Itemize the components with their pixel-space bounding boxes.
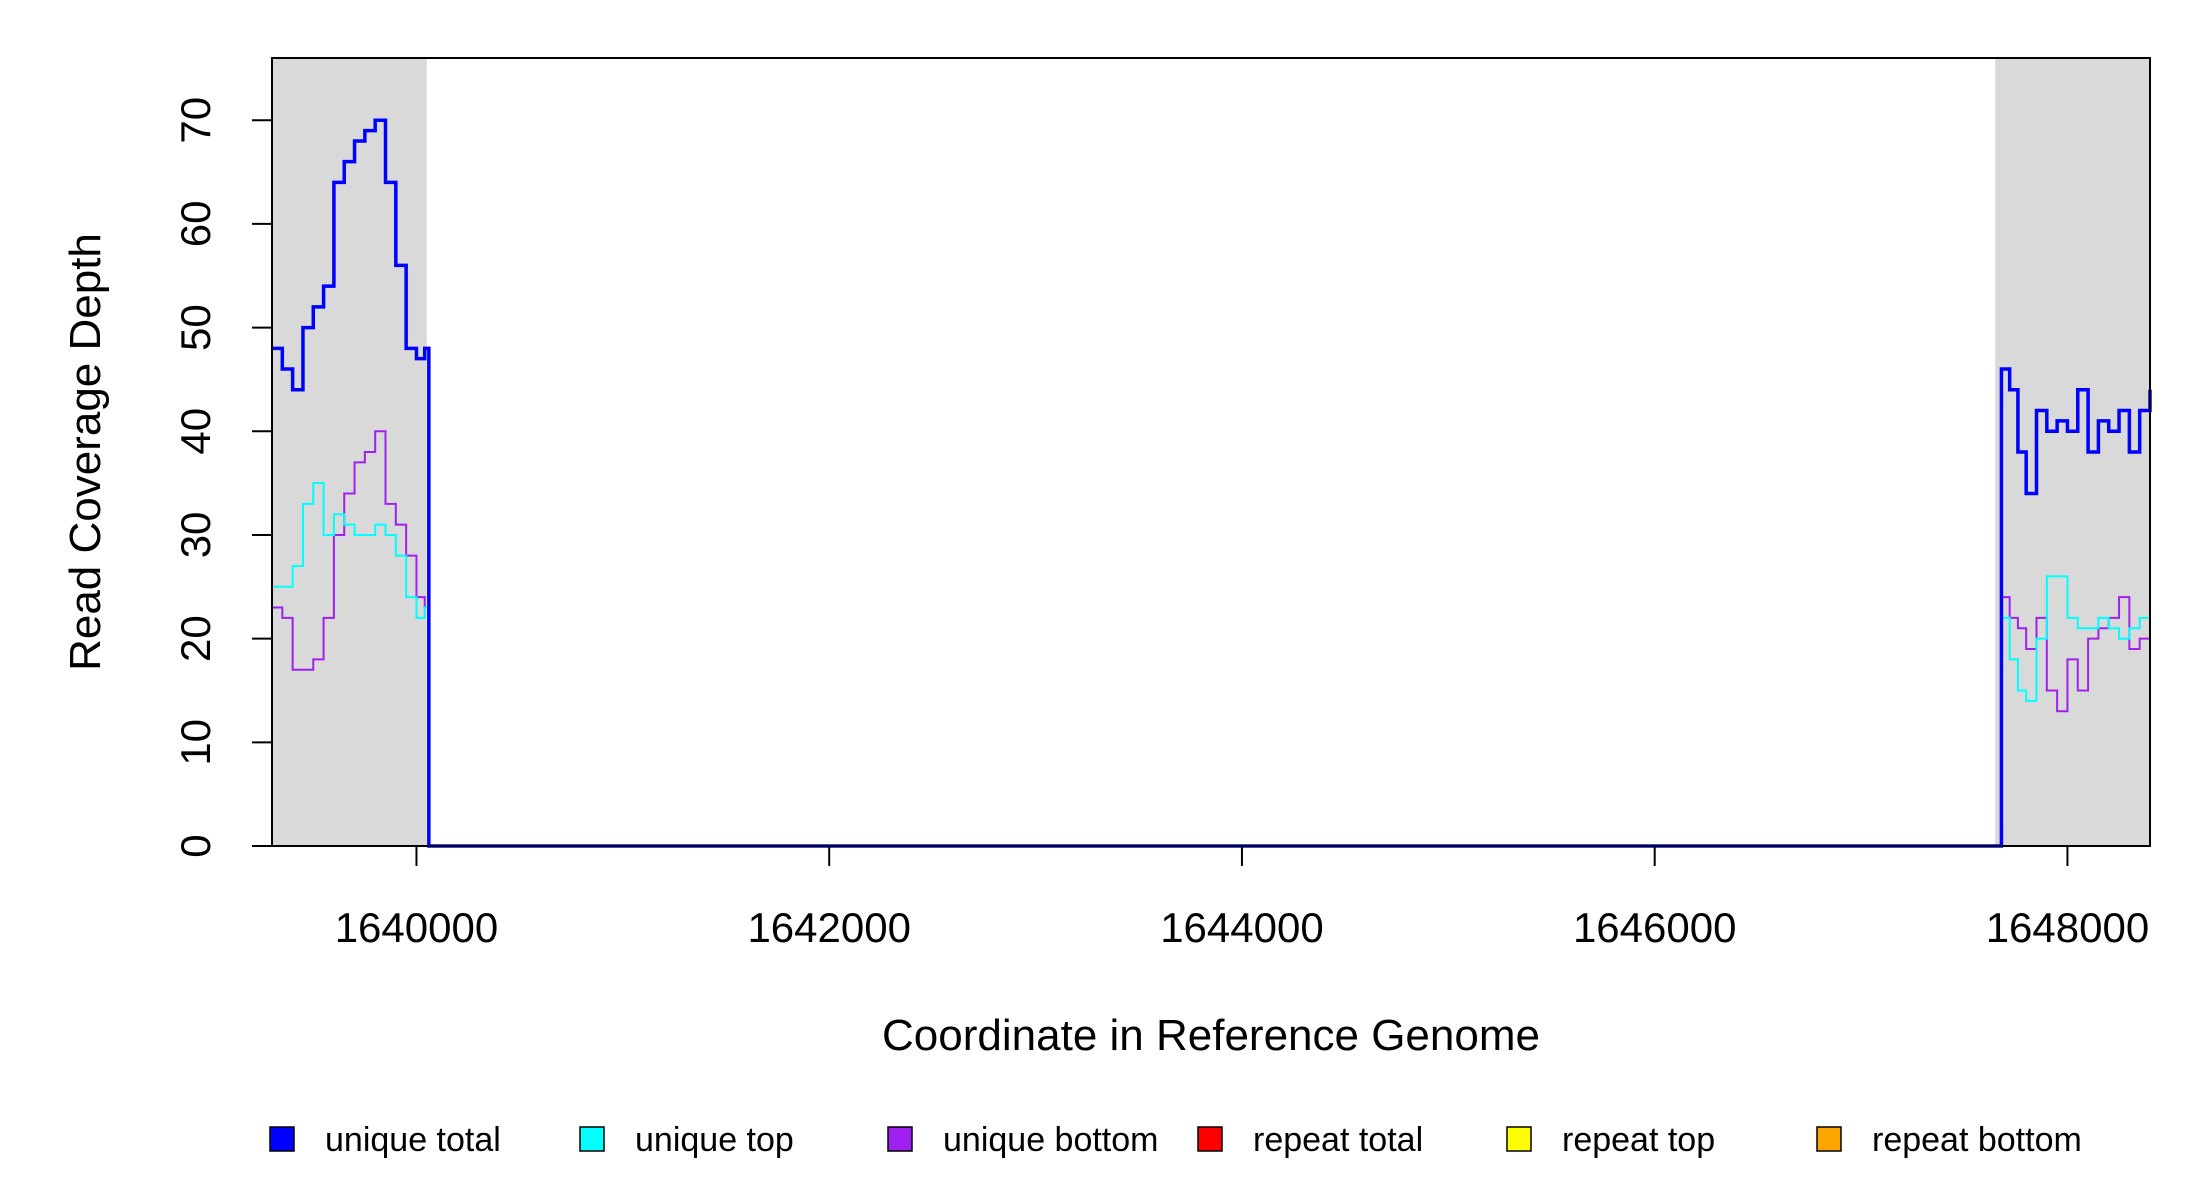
x-tick-label: 1644000: [1160, 904, 1324, 951]
legend-label: repeat total: [1253, 1121, 1423, 1159]
y-tick-label: 0: [172, 834, 219, 857]
y-tick-label: 70: [172, 97, 219, 144]
legend-label: unique bottom: [943, 1121, 1159, 1159]
y-tick-label: 30: [172, 512, 219, 559]
shaded-regions: [272, 58, 2150, 846]
series-lines: [272, 118, 2152, 848]
x-axis: 1640000 1642000 1644000 1646000 1648000: [335, 845, 2150, 951]
y-tick-label: 20: [172, 615, 219, 662]
legend-label: unique total: [325, 1121, 501, 1159]
legend: unique total unique top unique bottom repea…: [269, 1121, 2082, 1159]
legend-label: unique top: [635, 1121, 794, 1159]
legend-swatch: [579, 1126, 605, 1152]
y-tick-label: 10: [172, 719, 219, 766]
series-line-unique-bottom: [272, 430, 2151, 847]
legend-swatch: [1506, 1126, 1532, 1152]
x-tick-label: 1642000: [747, 904, 911, 951]
y-axis-title: Read Coverage Depth: [61, 233, 110, 671]
x-tick-label: 1646000: [1573, 904, 1737, 951]
legend-swatch: [1816, 1126, 1842, 1152]
y-tick-label: 50: [172, 304, 219, 351]
plot-frame: [271, 57, 2151, 847]
legend-label: repeat top: [1562, 1121, 1715, 1159]
legend-label: repeat bottom: [1872, 1121, 2082, 1159]
x-axis-title: Coordinate in Reference Genome: [882, 1011, 1540, 1060]
series-line-unique-total: [272, 118, 2152, 848]
y-tick-label: 40: [172, 408, 219, 455]
y-axis: 0 10 20 30 40 50 60 70: [172, 97, 273, 858]
legend-swatch: [269, 1126, 295, 1152]
legend-swatch: [1197, 1126, 1223, 1152]
x-tick-label: 1640000: [335, 904, 499, 951]
legend-swatch: [887, 1126, 913, 1152]
y-tick-label: 60: [172, 201, 219, 248]
series-line-unique-top: [272, 482, 2151, 847]
x-tick-label: 1648000: [1986, 904, 2150, 951]
shaded-region: [272, 58, 427, 846]
